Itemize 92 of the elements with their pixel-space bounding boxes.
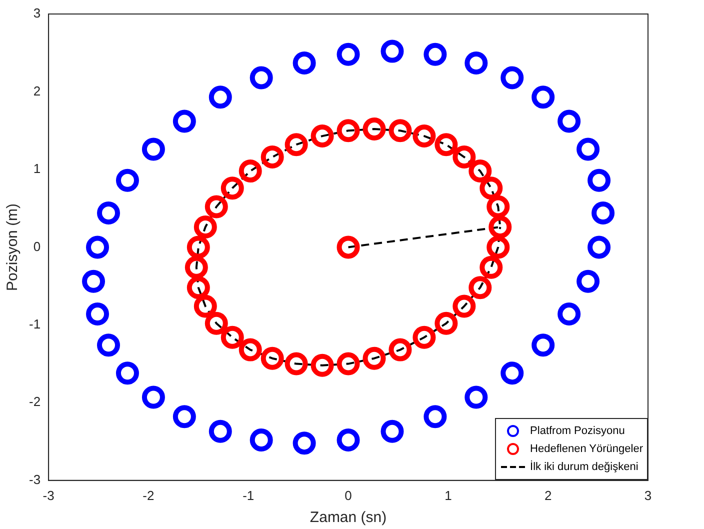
point	[464, 386, 488, 409]
point	[250, 428, 273, 452]
point	[208, 420, 232, 443]
point	[292, 432, 316, 455]
x-tick-label: 0	[344, 488, 352, 503]
point	[424, 405, 447, 428]
point	[486, 236, 510, 259]
point	[250, 66, 273, 90]
x-tick-label: 3	[644, 488, 652, 503]
point	[388, 119, 412, 142]
point	[480, 176, 503, 200]
y-tick-label: -1	[28, 316, 41, 332]
point	[97, 202, 120, 224]
legend-label: Platfrom Pozisyonu	[530, 425, 625, 438]
point	[424, 42, 447, 66]
point	[142, 138, 165, 161]
legend-label: Hedeflenen Yörüngeler	[530, 443, 643, 456]
x-axis-title: Zaman (sn)	[310, 509, 387, 526]
y-axis-title: Pozisyon (m)	[4, 203, 22, 291]
x-tick-label: -3	[42, 488, 54, 503]
x-tick-label: -1	[242, 488, 254, 503]
point	[434, 133, 458, 156]
point	[336, 352, 360, 376]
point	[558, 110, 581, 133]
point	[336, 428, 360, 452]
y-tick-label: 3	[33, 6, 41, 21]
point	[336, 236, 360, 259]
point	[468, 276, 492, 300]
y-tick-label: 0	[33, 238, 41, 254]
y-tick-label: -2	[28, 394, 41, 410]
point	[412, 124, 436, 148]
point	[412, 326, 436, 349]
point	[532, 334, 555, 357]
point	[260, 346, 284, 370]
point	[336, 42, 360, 66]
point	[86, 236, 110, 259]
point	[452, 146, 476, 169]
point	[558, 302, 581, 326]
point	[380, 420, 404, 443]
point	[97, 334, 120, 357]
point	[592, 202, 615, 224]
x-tick-label: -2	[142, 488, 154, 503]
point	[576, 138, 600, 161]
point	[464, 51, 488, 74]
point	[486, 195, 510, 218]
point	[480, 256, 503, 279]
point	[434, 312, 458, 335]
point	[362, 118, 386, 141]
point	[204, 312, 228, 335]
point	[172, 110, 196, 133]
point	[186, 276, 210, 300]
point	[82, 270, 106, 293]
point	[220, 176, 244, 200]
point	[238, 338, 262, 362]
y-tick-label: 2	[33, 83, 41, 98]
point	[172, 405, 196, 428]
point	[500, 66, 524, 90]
point	[86, 302, 110, 326]
point	[310, 124, 334, 148]
point	[576, 270, 600, 293]
point	[588, 168, 611, 192]
point	[194, 294, 217, 318]
point	[500, 362, 524, 385]
point	[452, 294, 476, 318]
point	[380, 40, 404, 63]
point	[284, 133, 308, 156]
y-tick-label: -3	[28, 472, 41, 487]
point	[220, 326, 244, 349]
point	[260, 146, 284, 169]
point	[468, 160, 492, 183]
point	[142, 386, 165, 409]
y-tick-label: 1	[33, 161, 41, 176]
point	[184, 256, 208, 279]
point	[588, 236, 611, 259]
point	[532, 86, 555, 109]
point	[204, 195, 228, 218]
point	[208, 86, 232, 109]
point	[336, 119, 360, 142]
point	[238, 160, 262, 183]
point	[194, 215, 217, 238]
point	[388, 338, 412, 362]
point	[116, 168, 139, 192]
x-tick-label: 2	[544, 488, 552, 503]
point	[488, 215, 512, 238]
x-tick-label: 1	[444, 488, 452, 503]
point	[362, 346, 386, 370]
point	[292, 51, 316, 74]
point	[284, 352, 308, 376]
point	[310, 354, 334, 377]
point	[116, 362, 139, 385]
legend-label: İlk iki durum değişkeni	[530, 461, 638, 474]
point	[186, 236, 210, 259]
